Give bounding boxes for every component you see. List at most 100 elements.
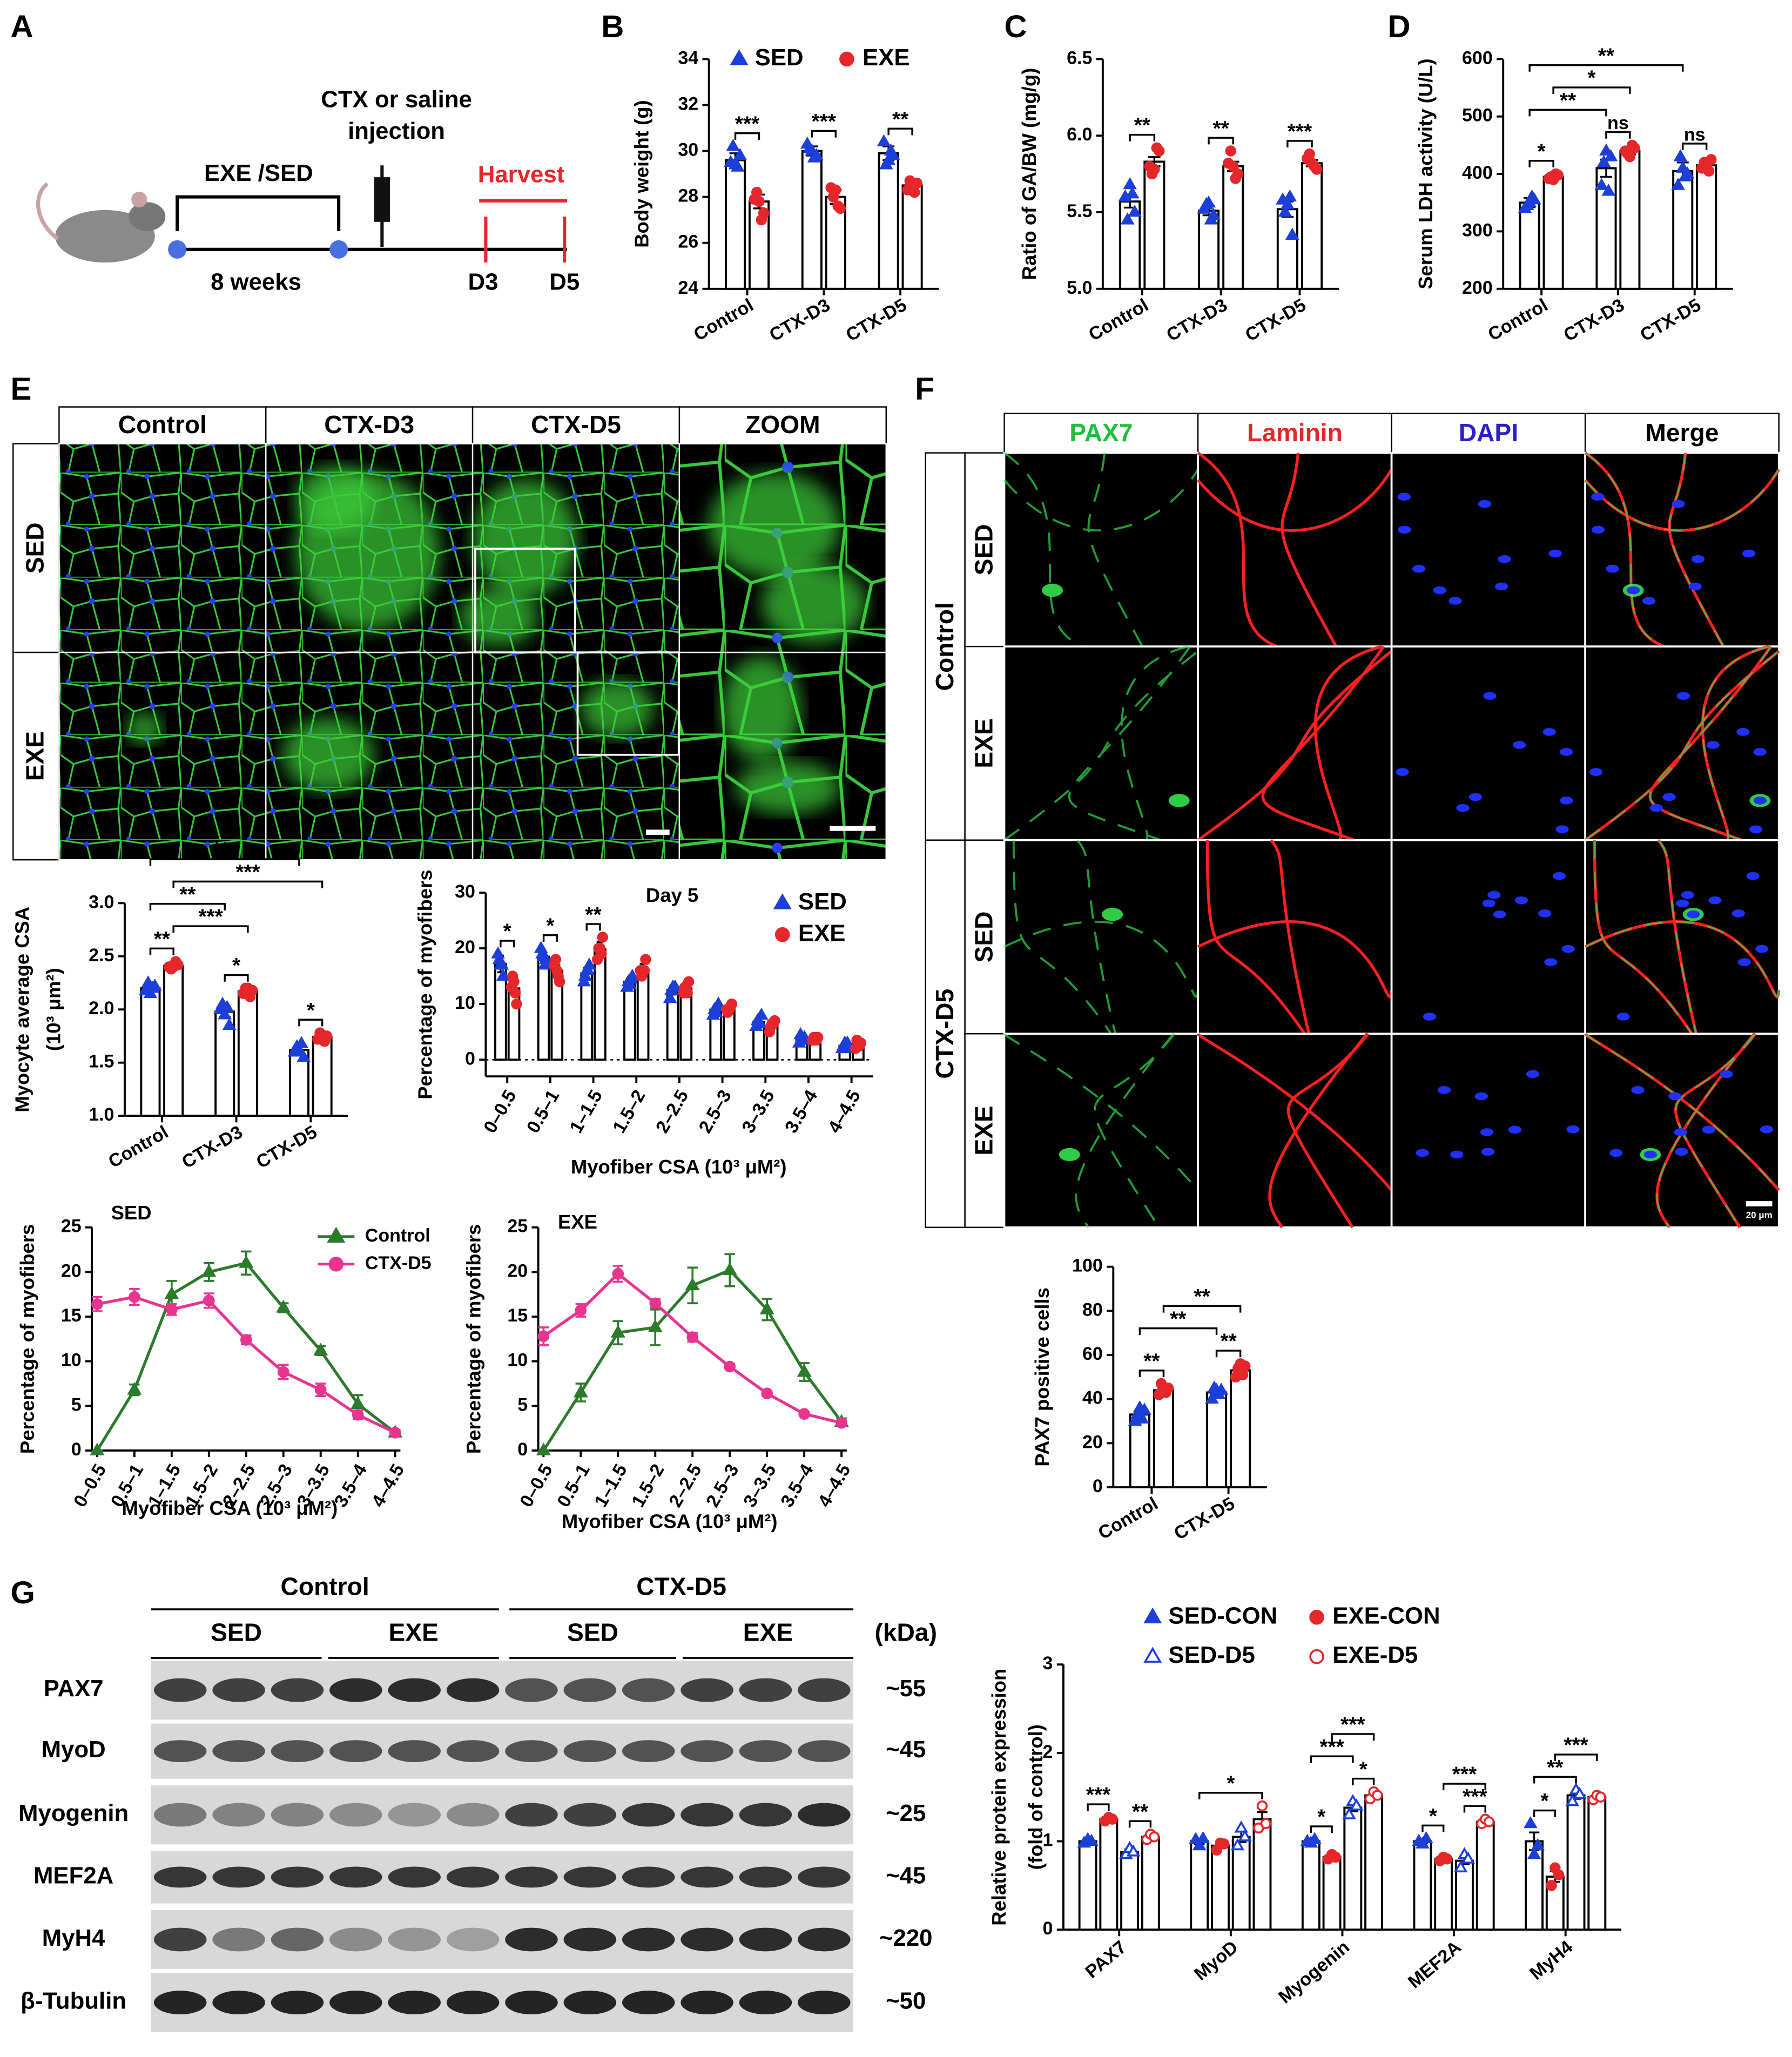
group-header: CTX-D5 [931, 989, 959, 1079]
data-point [1235, 1358, 1246, 1370]
data-point [242, 982, 254, 994]
sig-bracket [1138, 1327, 1218, 1335]
nucleus [1542, 727, 1556, 736]
data-point [649, 1297, 662, 1310]
day-label: D5 [549, 269, 580, 295]
bar [1672, 170, 1694, 290]
bar [1129, 1413, 1150, 1488]
panel-label: F [915, 372, 934, 407]
blot-group: Control [281, 1572, 369, 1600]
legend-label: Control [365, 1225, 430, 1246]
panel-label: D [1387, 9, 1410, 44]
sig-label: ** [1143, 1350, 1160, 1373]
data-point [1285, 227, 1299, 240]
legend-marker [730, 49, 749, 65]
data-point [508, 976, 520, 988]
blot-band [681, 1991, 733, 2015]
blot-band [329, 1866, 382, 1888]
blot-band [505, 1678, 558, 1702]
y-tick-label: 32 [678, 93, 698, 114]
nucleus [1538, 909, 1552, 918]
data-point [1349, 1798, 1364, 1811]
blot-band [739, 1991, 792, 2015]
y-tick-label: 5.0 [1067, 278, 1092, 298]
chart-title: Day 5 [646, 884, 698, 906]
column-header: Laminin [1247, 419, 1343, 447]
data-point [1204, 212, 1218, 225]
y-tick-label: 2 [1043, 1742, 1053, 1762]
sig-label: ** [585, 903, 602, 927]
data-point [313, 1343, 328, 1355]
micrograph [1390, 645, 1586, 841]
blot-band [681, 1927, 733, 1952]
legend-marker [774, 927, 790, 942]
sig-bracket [1533, 1776, 1577, 1784]
blot-band [271, 1927, 324, 1952]
y-tick-label: 20 [61, 1260, 82, 1281]
data-point [1278, 205, 1292, 217]
data-point [1523, 1816, 1538, 1829]
bar [1542, 176, 1564, 290]
y-tick-label: 25 [507, 1216, 528, 1237]
bar [312, 1036, 333, 1117]
sig-label: * [503, 920, 512, 943]
bar [594, 948, 607, 1061]
blot-subgroup: SED [567, 1618, 618, 1646]
y-tick-label: 3 [1043, 1653, 1053, 1674]
damage-area [761, 564, 867, 644]
sig-label: *** [1288, 120, 1312, 144]
column-header: ZOOM [745, 410, 820, 439]
blot-group: CTX-D5 [636, 1572, 726, 1600]
data-point [239, 1255, 254, 1268]
blot-band [505, 1866, 558, 1888]
blot-strip [151, 1851, 854, 1904]
x-tick-label: 0.5–1 [523, 1087, 563, 1137]
sig-label: ** [1170, 1307, 1187, 1331]
x-axis-label: Myofiber CSA (10³ μM²) [122, 1497, 338, 1519]
y-tick-label: 30 [678, 140, 698, 160]
y-axis-label: Percentage of myofibers [16, 1224, 38, 1454]
data-point [222, 1017, 237, 1030]
data-point [810, 1031, 821, 1043]
sig-bracket [172, 880, 324, 888]
nucleus [1749, 825, 1763, 833]
nucleus [1676, 692, 1690, 700]
nucleus [1720, 1070, 1733, 1078]
micrograph [471, 651, 681, 861]
micrograph [1197, 451, 1393, 648]
bar [1519, 201, 1540, 290]
data-point [1209, 1382, 1224, 1395]
micrograph [58, 443, 267, 653]
blot-band [622, 1803, 675, 1827]
scale-bar [1746, 1201, 1773, 1206]
nucleus [1662, 793, 1676, 801]
data-point [167, 961, 179, 973]
header-cell [1197, 413, 1392, 454]
blot-band [739, 1803, 792, 1827]
bar [636, 968, 650, 1061]
micrograph [1390, 451, 1586, 648]
row-label-cell [964, 839, 1005, 1035]
x-tick-label: CTX-D5 [1170, 1493, 1238, 1544]
x-tick-label: 0–0.5 [70, 1461, 110, 1511]
blot-band [798, 1866, 851, 1888]
row-header: SED [21, 522, 49, 574]
micrograph [58, 651, 267, 861]
timeline-dot [168, 240, 187, 259]
data-point [1281, 197, 1295, 210]
data-point [203, 1294, 215, 1307]
nucleus [1398, 525, 1411, 534]
size-label: ~220 [879, 1925, 933, 1951]
sig-bracket [811, 130, 837, 138]
data-point [389, 1427, 401, 1439]
data-point [496, 968, 510, 981]
nucleus [1561, 945, 1575, 953]
y-tick-label: 400 [1462, 163, 1493, 183]
data-point [1306, 158, 1318, 169]
data-point [1192, 1838, 1207, 1851]
nucleus [1513, 741, 1526, 749]
data-point [1671, 178, 1685, 190]
bar [1120, 1851, 1140, 1931]
size-label: ~45 [886, 1736, 926, 1763]
